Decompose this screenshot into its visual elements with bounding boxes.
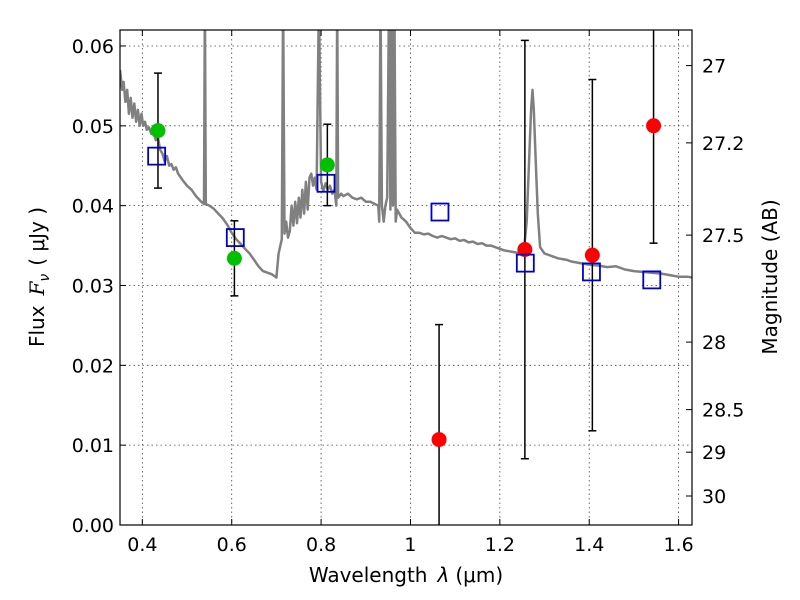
y2-tick-label: 27.5: [702, 225, 744, 247]
plot-frame: [119, 29, 693, 526]
y2-tick-label: 28.5: [702, 400, 744, 422]
y-tick-label: 0.04: [72, 196, 114, 218]
model-spectrum: [120, 30, 692, 279]
x-axis-label-unit: (μm): [455, 563, 503, 587]
x-tick-label: 0.6: [217, 534, 247, 556]
data-point: [517, 242, 533, 258]
data-point: [150, 123, 166, 139]
template-point: [582, 262, 601, 282]
y2-tick-label: 30: [702, 486, 726, 508]
photometry-points: [147, 30, 662, 525]
y2-axis-label: Magnitude (AB): [758, 199, 782, 354]
data-point: [646, 118, 662, 134]
template-point: [225, 228, 245, 247]
data-point: [226, 250, 242, 266]
template-point: [515, 253, 535, 273]
y-axis-label: Flux Fν ( μJy ): [25, 207, 53, 347]
template-point: [430, 202, 450, 222]
y-tick-label: 0.06: [72, 36, 114, 58]
x-axis-label-prefix: Wavelength: [309, 563, 428, 587]
y-tick-label: 0.02: [72, 355, 114, 377]
data-point: [319, 157, 335, 173]
template-point: [642, 270, 662, 290]
data-point: [431, 432, 447, 448]
x-axis-label-symbol: λ: [437, 563, 450, 587]
y-axis-label-symbol: F: [25, 280, 49, 296]
data-point: [584, 247, 600, 263]
x-tick-label: 0.4: [127, 534, 157, 556]
template-point: [147, 146, 167, 166]
y-tick-label: 0.00: [72, 515, 114, 537]
x-tick-label: 1.2: [485, 534, 515, 556]
y-tick-label: 0.03: [72, 275, 114, 297]
axes: 0.4 0.6 0.8 1 1.2 1.4 1.6 0.00 0.01 0.02 0.03 0.04 0…: [72, 30, 744, 556]
y2-tick-label: 28: [702, 332, 726, 354]
x-axis-label: Wavelength λ (μm): [309, 563, 503, 587]
y-tick-label: 0.05: [72, 116, 114, 138]
x-tick-label: 1: [404, 534, 416, 556]
y2-tick-label: 27.2: [702, 133, 744, 155]
template-point: [316, 173, 336, 193]
y-axis-label-prefix: Flux: [25, 305, 49, 347]
y-axis-label-unit: ( μJy ): [25, 207, 49, 266]
x-tick-label: 1.6: [663, 534, 693, 556]
model-spectrum-line: [120, 30, 692, 279]
y-axis-label-subscript: ν: [37, 274, 53, 282]
y2-tick-label: 27: [702, 56, 726, 78]
x-tick-label: 1.4: [574, 534, 604, 556]
y-tick-label: 0.01: [72, 435, 114, 457]
y2-tick-label: 29: [702, 442, 726, 464]
x-tick-label: 0.8: [306, 534, 336, 556]
